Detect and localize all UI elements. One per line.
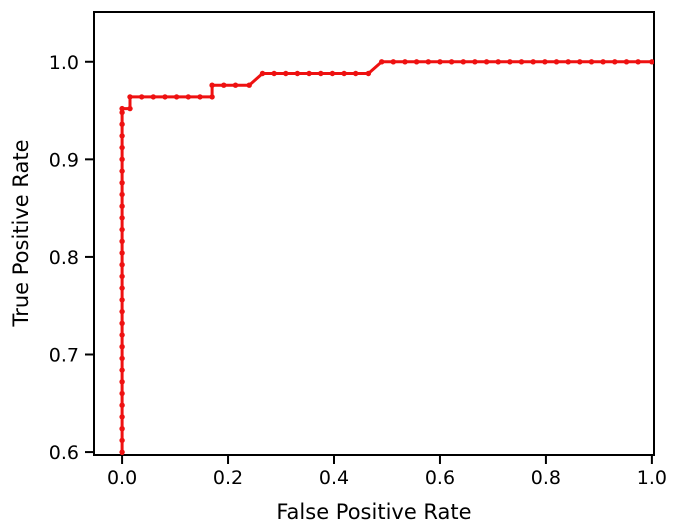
roc-point-marker [119, 390, 125, 397]
roc-point-marker [635, 59, 641, 65]
plot-border [93, 11, 655, 456]
y-tick-label: 1.0 [49, 52, 79, 74]
roc-point-marker [553, 59, 560, 65]
roc-point-marker [119, 344, 125, 350]
x-axis-title: False Positive Rate [276, 500, 471, 524]
roc-point-marker [600, 59, 606, 65]
y-tick-label: 0.9 [49, 149, 79, 171]
roc-point-marker [119, 168, 125, 174]
y-tick-label: 0.8 [49, 247, 79, 269]
roc-point-marker [119, 273, 125, 280]
roc-point-marker [197, 94, 203, 100]
roc-point-marker [232, 82, 239, 88]
roc-point-marker [119, 496, 124, 501]
roc-point-marker [402, 59, 408, 65]
roc-point-marker [612, 59, 618, 65]
roc-point-marker [119, 250, 125, 256]
roc-point-marker [390, 59, 396, 65]
roc-point-marker [119, 379, 125, 385]
roc-point-marker [119, 332, 125, 338]
roc-point-marker [119, 105, 125, 112]
roc-point-marker [119, 121, 125, 127]
roc-point-marker [119, 144, 125, 151]
roc-point-marker [294, 70, 301, 77]
roc-point-marker [271, 70, 277, 77]
roc-point-marker [329, 70, 336, 77]
roc-point-marker [565, 59, 571, 65]
roc-point-marker [127, 105, 133, 112]
x-tick-label: 1.0 [637, 467, 667, 489]
roc-point-marker [119, 402, 125, 408]
roc-point-marker [542, 59, 548, 65]
roc-point-marker [119, 355, 125, 362]
roc-point-marker [259, 70, 266, 77]
roc-point-marker [365, 70, 372, 77]
roc-point-marker [119, 414, 125, 420]
roc-point-marker [162, 94, 168, 100]
roc-point-marker [209, 94, 215, 100]
roc-point-marker [119, 449, 125, 455]
x-tick-label: 0.6 [425, 467, 455, 489]
roc-point-marker [209, 82, 215, 88]
roc-point-marker [119, 437, 125, 444]
roc-point-marker [306, 70, 312, 77]
roc-point-marker [518, 59, 525, 65]
x-tick-label: 0.0 [107, 467, 137, 489]
roc-point-marker [507, 59, 513, 65]
roc-point-marker [221, 82, 227, 88]
roc-point-marker [425, 59, 431, 65]
roc-point-marker [649, 59, 654, 65]
y-axis-title: True Positive Rate [9, 139, 33, 327]
roc-point-marker [437, 59, 443, 65]
roc-point-marker [127, 94, 133, 100]
roc-point-marker [353, 70, 359, 77]
roc-point-marker [173, 94, 180, 100]
roc-point-marker [119, 203, 125, 209]
roc-point-marker [460, 59, 466, 65]
roc-point-marker [150, 94, 156, 100]
roc-point-marker [472, 59, 478, 65]
roc-point-marker [119, 109, 125, 116]
plot-area: 0.0 0.2 0.4 0.6 0.8 1.0 0.6 0.7 0.8 0.9 1.0 [49, 11, 667, 501]
roc-curve-line [120, 60, 652, 455]
x-tick-label: 0.4 [319, 467, 349, 489]
roc-point-marker [318, 70, 324, 77]
roc-point-marker [119, 238, 125, 244]
roc-point-marker [119, 226, 125, 233]
y-tick-label: 0.6 [49, 442, 79, 464]
roc-point-marker [413, 59, 420, 65]
roc-point-marker [119, 297, 125, 303]
roc-point-marker [185, 94, 191, 100]
x-tick-label: 0.8 [531, 467, 561, 489]
y-tick-label: 0.7 [49, 344, 79, 366]
roc-point-marker [119, 426, 125, 432]
roc-point-marker [379, 59, 385, 65]
roc-point-marker [119, 133, 125, 139]
roc-point-marker [119, 215, 125, 221]
roc-point-marker [246, 82, 252, 88]
roc-point-marker [139, 94, 145, 100]
roc-point-marker [623, 59, 630, 65]
roc-point-marker [588, 59, 595, 65]
roc-point-marker [119, 180, 125, 186]
roc-point-marker [119, 367, 125, 373]
roc-point-marker [119, 308, 125, 315]
roc-point-marker [119, 262, 125, 268]
roc-point-marker [495, 59, 501, 65]
roc-curve-group [119, 59, 654, 501]
roc-point-marker [119, 191, 125, 198]
roc-point-marker [341, 70, 347, 77]
roc-point-marker [119, 156, 125, 162]
roc-point-marker [530, 59, 536, 65]
roc-point-marker [119, 320, 125, 326]
roc-point-marker [577, 59, 583, 65]
x-tick-label: 0.2 [213, 467, 243, 489]
roc-point-marker [283, 70, 289, 77]
roc-point-marker [119, 285, 125, 291]
roc-point-marker [448, 59, 455, 65]
roc-point-marker [483, 59, 490, 65]
